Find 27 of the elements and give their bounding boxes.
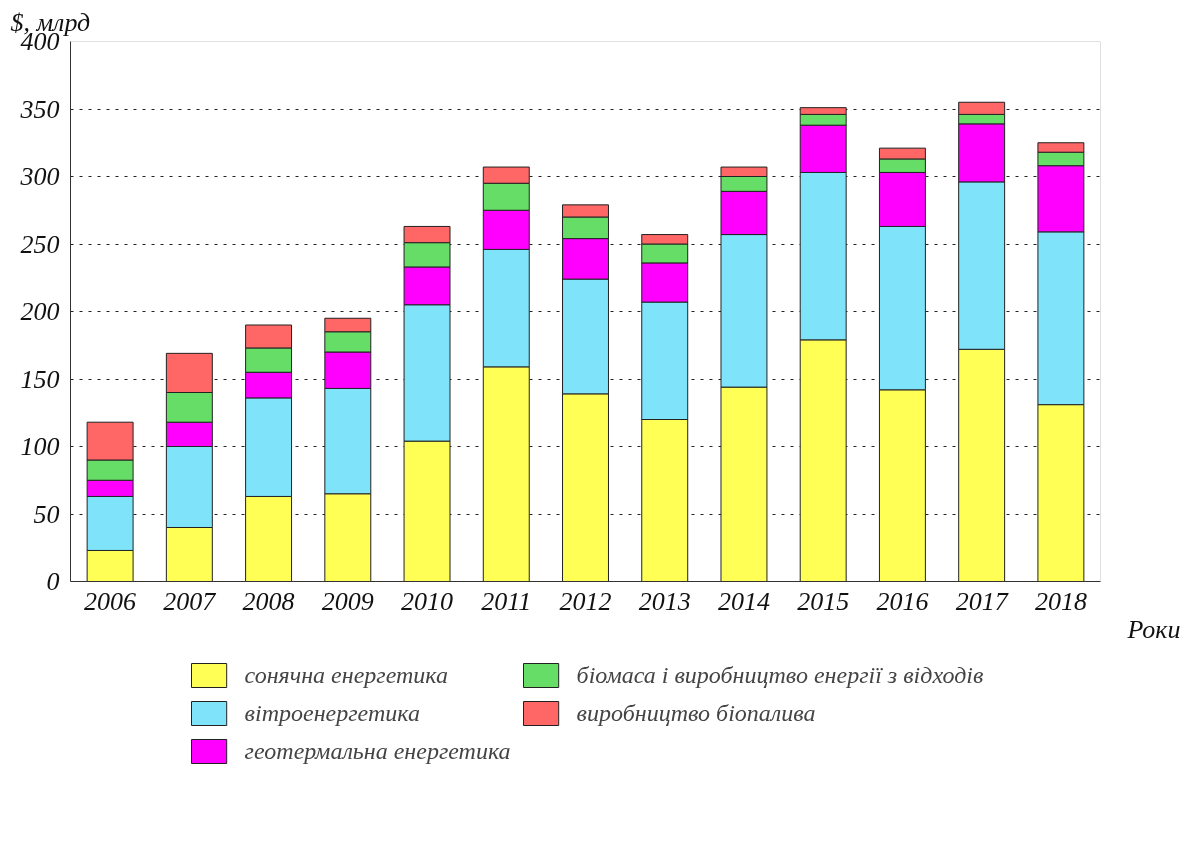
x-tick-label: 2015 xyxy=(797,586,850,616)
y-tick-label: 300 xyxy=(19,162,60,191)
x-tick-label: 2009 xyxy=(321,586,374,616)
y-tick-label: 100 xyxy=(20,432,60,461)
y-tick-label: 0 xyxy=(46,567,60,596)
x-tick-label: 2018 xyxy=(1034,586,1087,616)
legend-label: вітроенергетика xyxy=(244,699,420,727)
x-tick-label: 2017 xyxy=(955,586,1009,616)
y-tick-label: 200 xyxy=(20,297,60,326)
x-tick-label: 2016 xyxy=(876,586,929,616)
x-tick-label: 2008 xyxy=(242,586,295,616)
x-tick-label: 2010 xyxy=(401,586,454,616)
x-tick-label: 2011 xyxy=(481,586,532,616)
x-tick-label: 2014 xyxy=(717,586,770,616)
x-tick-label: 2006 xyxy=(84,586,137,616)
legend-label: виробництво біопалива xyxy=(576,699,816,727)
y-tick-label: 50 xyxy=(33,499,60,529)
legend-label: сонячна енергетика xyxy=(244,661,448,689)
y-tick-label: 150 xyxy=(20,364,60,394)
x-tick-label: 2012 xyxy=(559,586,612,616)
y-tick-label: 250 xyxy=(20,229,60,259)
x-tick-label: 2007 xyxy=(163,586,217,616)
x-tick-label: 2013 xyxy=(638,586,691,616)
y-tick-label: 350 xyxy=(19,94,60,124)
legend-label: біомаса і виробництво енергії з відходів xyxy=(576,661,984,689)
legend-label: геотермальна енергетика xyxy=(244,737,511,765)
x-axis-title: Роки xyxy=(1126,614,1181,644)
